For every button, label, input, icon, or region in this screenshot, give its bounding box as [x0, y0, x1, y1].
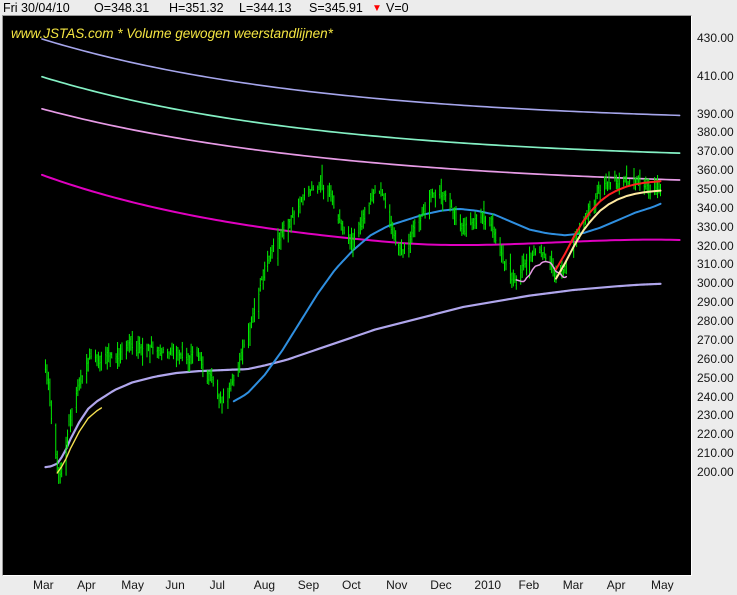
svg-text:www.JSTAS.com * Volume gewogen: www.JSTAS.com * Volume gewogen weerstand… [11, 26, 334, 41]
